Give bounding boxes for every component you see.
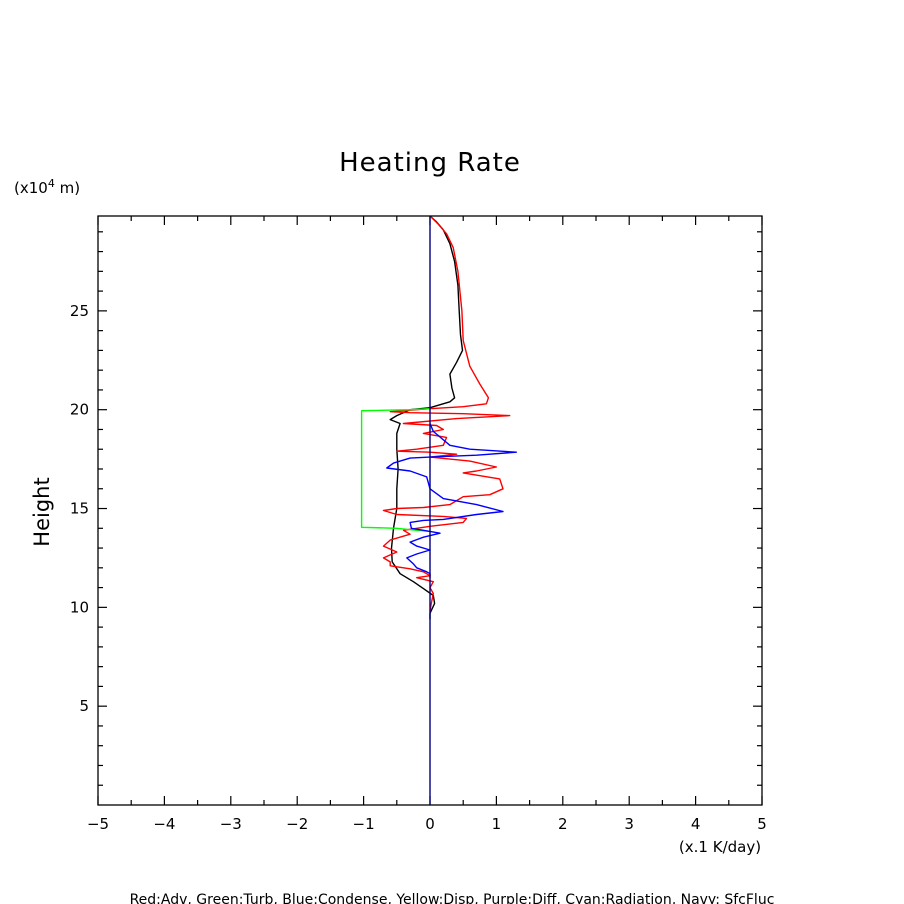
series-line-0	[389, 215, 464, 620]
x-tick-label: 0	[425, 815, 435, 833]
series-line-3	[386, 423, 517, 578]
y-tick-label: 5	[79, 697, 89, 715]
plot-frame	[97, 215, 763, 806]
series-line-2	[360, 408, 431, 532]
y-tick-label: 25	[70, 302, 89, 320]
y-unit-label: (x104 m)	[14, 177, 80, 197]
x-tick-label: 1	[492, 815, 502, 833]
x-tick-label: −3	[220, 815, 242, 833]
series-line-1	[382, 215, 511, 612]
x-tick-label: −4	[153, 815, 175, 833]
x-tick-label: −2	[286, 815, 308, 833]
x-axis-label: (x.1 K/day)	[679, 838, 761, 856]
y-tick-label: 15	[70, 500, 89, 518]
plot-area: −5 −4 −3 −2 −1 0 1 2 3 4 5 5 10 15 20 25	[70, 215, 767, 833]
x-tick-label: 2	[558, 815, 568, 833]
y-tick-label: 20	[70, 401, 89, 419]
x-tick-label: 4	[691, 815, 701, 833]
y-tick-label: 10	[70, 598, 89, 616]
x-tick-label: −5	[87, 815, 109, 833]
chart-title: Heating Rate	[339, 148, 521, 178]
x-tick-label: −1	[353, 815, 375, 833]
x-tick-label: 5	[757, 815, 767, 833]
legend-text: Red:Adv, Green:Turb, Blue:Condense, Yell…	[130, 892, 775, 904]
x-tick-label: 3	[624, 815, 634, 833]
y-axis-label: Height	[30, 477, 54, 546]
